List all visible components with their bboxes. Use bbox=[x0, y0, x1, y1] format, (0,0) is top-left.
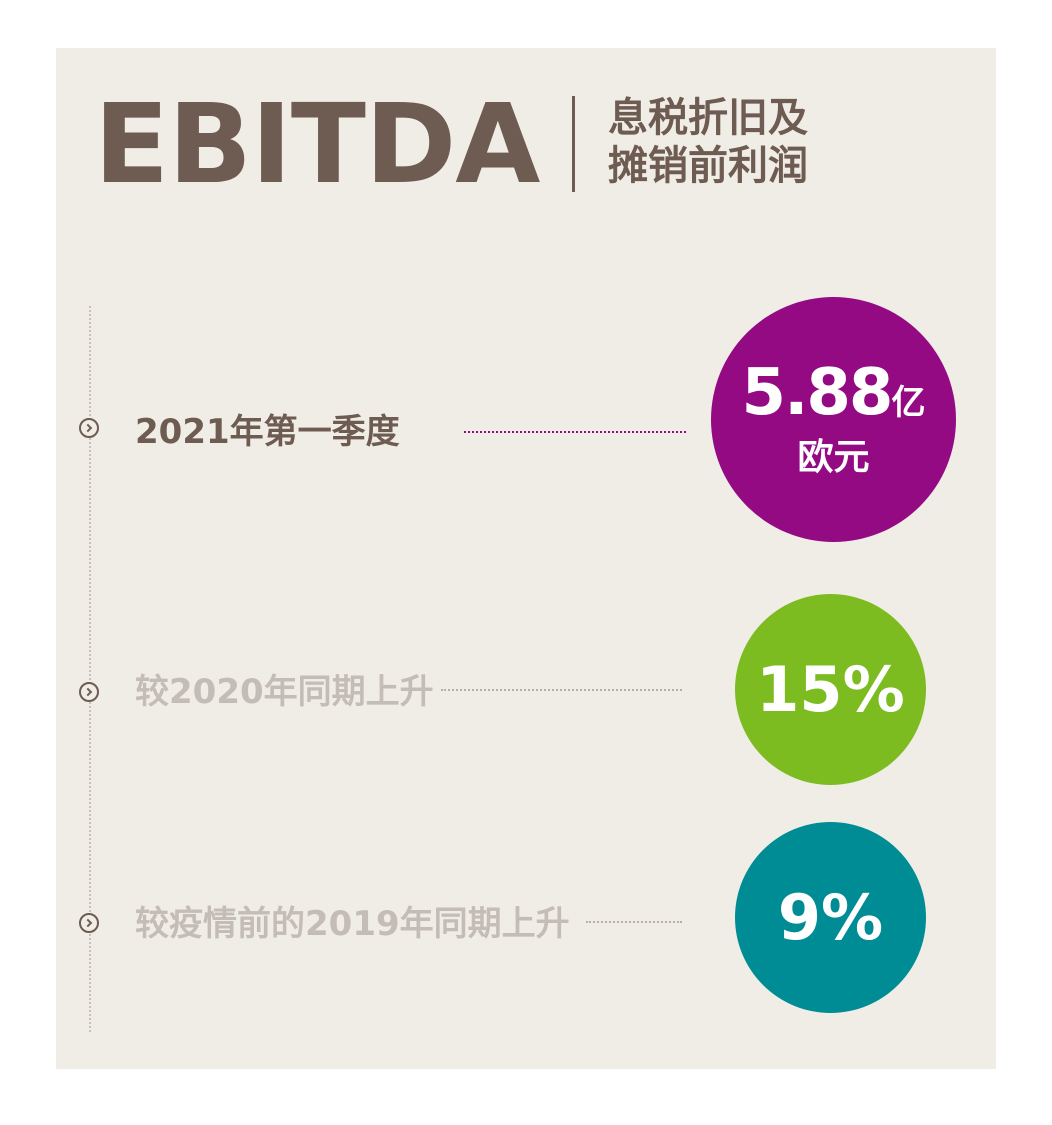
ebitda-currency: 欧元 bbox=[797, 437, 870, 478]
leader-line bbox=[464, 431, 686, 433]
title-divider bbox=[572, 96, 575, 192]
chevron-circle-right-icon bbox=[79, 913, 99, 933]
growth-2020-circle: 15% bbox=[735, 594, 926, 785]
subtitle-line-2: 摊销前利润 bbox=[608, 143, 808, 189]
leader-line bbox=[441, 689, 682, 691]
growth-2019-value: 9% bbox=[777, 881, 884, 954]
chevron-circle-right-icon bbox=[79, 418, 99, 438]
row-label-vs-2020: 较2020年同期上升 bbox=[135, 672, 434, 712]
growth-2019-circle: 9% bbox=[735, 822, 926, 1013]
growth-2020-value: 15% bbox=[756, 653, 905, 726]
timeline-line bbox=[89, 306, 91, 1032]
leader-line bbox=[586, 921, 682, 923]
ebitda-unit: 亿 bbox=[891, 383, 926, 423]
row-label-q1-2021: 2021年第一季度 bbox=[135, 412, 400, 452]
ebitda-value-circle: 5.88亿 欧元 bbox=[711, 297, 956, 542]
title: EBITDA bbox=[94, 80, 540, 208]
row-label-vs-2019: 较疫情前的2019年同期上升 bbox=[135, 904, 570, 944]
ebitda-number: 5.88 bbox=[741, 356, 894, 430]
subtitle: 息税折旧及 摊销前利润 bbox=[608, 94, 808, 190]
ebitda-value: 5.88亿 bbox=[711, 357, 956, 439]
chevron-circle-right-icon bbox=[79, 682, 99, 702]
subtitle-line-1: 息税折旧及 bbox=[608, 95, 808, 141]
